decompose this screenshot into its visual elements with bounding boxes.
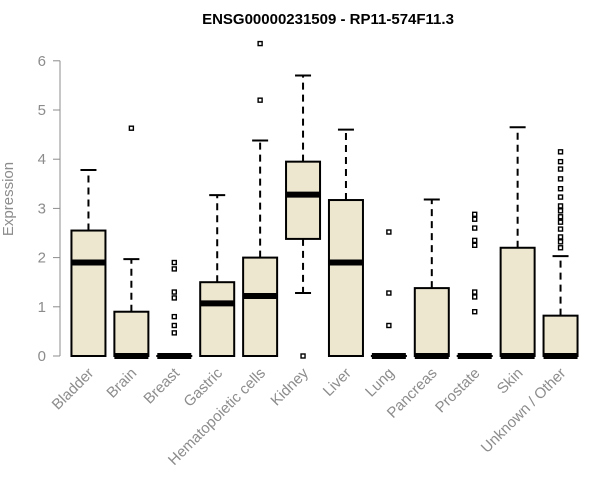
box-prostate (456, 211, 493, 359)
outlier-point (472, 294, 478, 300)
y-tick-label: 5 (38, 102, 46, 119)
box-bladder (70, 169, 107, 357)
outlier-point (257, 40, 263, 47)
box-lung (370, 229, 407, 359)
box-brain (113, 125, 150, 359)
outlier-point (472, 289, 478, 295)
box-pancreas (413, 198, 450, 359)
outlier-point (557, 176, 564, 182)
box-breast (156, 259, 193, 359)
outlier-point (386, 229, 392, 235)
outlier-point (472, 309, 478, 315)
outlier-point (472, 242, 478, 249)
outlier-point (557, 234, 564, 240)
y-tick-label: 0 (38, 348, 46, 365)
outlier-point (386, 290, 392, 296)
y-tick-label: 2 (38, 250, 46, 267)
outlier-point (472, 237, 478, 244)
outlier-point (300, 353, 306, 359)
outlier-point (557, 239, 564, 245)
outlier-point (128, 125, 135, 131)
outlier-point (171, 330, 177, 336)
y-axis-label: Expression (0, 162, 17, 236)
x-tick-label: Prostate (432, 365, 484, 417)
box-hematopoietic-cells (242, 40, 279, 358)
outlier-point (171, 313, 177, 320)
outlier-point (472, 211, 478, 218)
chart-title: ENSG00000231509 - RP11-574F11.3 (202, 11, 454, 28)
x-tick-label: Liver (320, 365, 355, 400)
x-tick-label: Bladder (49, 365, 98, 414)
x-tick-label: Breast (140, 364, 183, 407)
box-body (499, 246, 536, 357)
box-body (413, 287, 450, 358)
x-tick-label: Lung (362, 365, 398, 401)
outlier-point (557, 203, 564, 209)
box-liver (327, 128, 364, 357)
outlier-point (171, 289, 177, 295)
y-tick-label: 4 (38, 151, 46, 168)
box-gastric (199, 194, 236, 358)
box-kidney (285, 74, 322, 359)
box-body (113, 310, 150, 357)
box-body (70, 229, 107, 357)
outlier-point (171, 295, 177, 301)
outlier-point (557, 208, 564, 214)
x-tick-label: Skin (494, 365, 527, 398)
outlier-point (472, 225, 478, 231)
box-body (542, 314, 579, 358)
box-skin (499, 126, 536, 359)
y-tick-label: 3 (38, 200, 46, 217)
outlier-point (472, 216, 478, 222)
outlier-point (257, 97, 263, 103)
y-axis: 0 1 2 3 4 5 6 (38, 53, 61, 365)
boxes-group (70, 40, 579, 359)
outlier-point (386, 322, 392, 329)
outlier-point (557, 149, 564, 155)
outlier-point (557, 245, 564, 251)
outlier-point (557, 158, 564, 165)
box-body (285, 160, 322, 240)
outlier-point (557, 214, 564, 220)
box-body (327, 199, 364, 357)
y-tick-label: 6 (38, 53, 46, 70)
y-tick-label: 1 (38, 299, 46, 316)
x-tick-label: Brain (103, 365, 140, 402)
x-tick-label: Kidney (267, 364, 312, 409)
outlier-point (171, 322, 177, 329)
outlier-point (557, 226, 564, 232)
box-body (242, 256, 279, 358)
outlier-point (171, 259, 177, 266)
box-unknown-other (542, 149, 579, 359)
outlier-point (557, 194, 564, 200)
outlier-point (557, 166, 564, 172)
outlier-point (171, 266, 177, 272)
box-body (199, 281, 236, 358)
outlier-point (557, 219, 564, 225)
outlier-point (557, 186, 564, 192)
